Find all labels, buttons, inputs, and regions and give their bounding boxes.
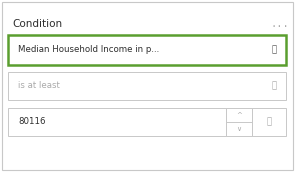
Text: ∨: ∨	[236, 126, 242, 132]
Text: 80116: 80116	[18, 117, 45, 126]
Text: Median Household Income in p...: Median Household Income in p...	[18, 46, 159, 55]
Text: ^: ^	[236, 112, 242, 118]
Text: ⌵: ⌵	[271, 82, 277, 90]
Text: ...: ...	[271, 19, 289, 29]
Text: ⌵: ⌵	[271, 46, 277, 55]
FancyBboxPatch shape	[8, 108, 226, 136]
FancyBboxPatch shape	[2, 2, 293, 170]
FancyBboxPatch shape	[8, 35, 286, 65]
FancyBboxPatch shape	[226, 108, 252, 136]
FancyBboxPatch shape	[252, 108, 286, 136]
Text: Condition: Condition	[12, 19, 62, 29]
FancyBboxPatch shape	[8, 72, 286, 100]
Text: is at least: is at least	[18, 82, 60, 90]
Text: ⌵: ⌵	[266, 117, 272, 126]
